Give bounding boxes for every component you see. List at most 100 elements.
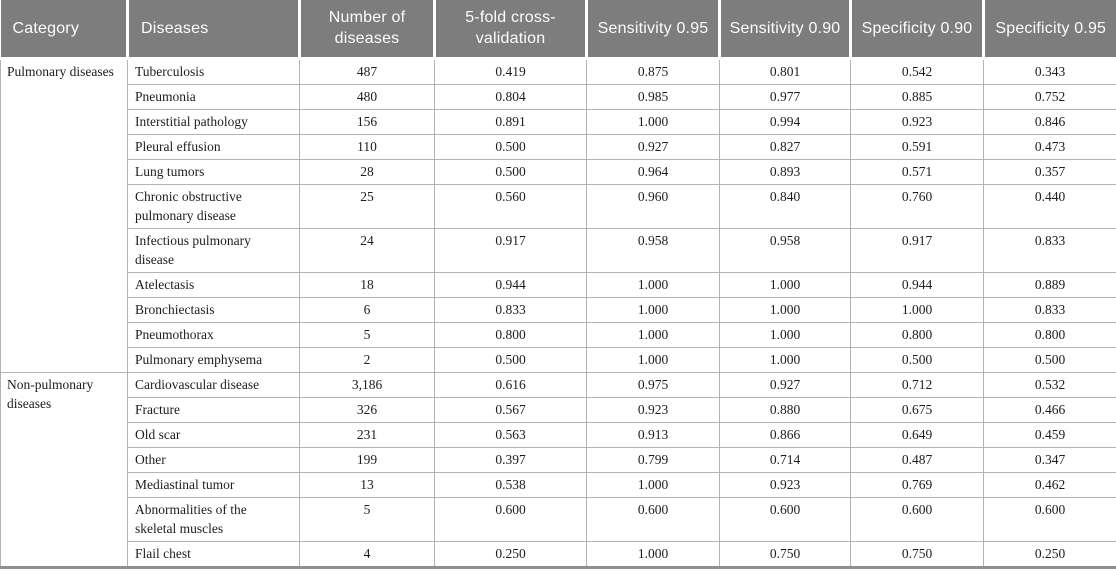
value-cell: 0.927 [586,133,720,160]
value-cell: 0.913 [586,421,720,448]
value-cell: 0.840 [719,183,851,229]
value-cell: 0.923 [719,471,851,498]
value-cell: 0.487 [850,446,984,473]
value-cell: 0.600 [850,496,984,542]
value-cell: 1.000 [586,471,720,498]
disease-cell: Abnormalities of the skeletal muscles [127,496,300,542]
value-cell: 0.827 [719,133,851,160]
disease-cell: Other [127,446,300,473]
value-cell: 0.250 [434,540,587,569]
value-cell: 1.000 [850,296,984,323]
value-cell: 6 [299,296,435,323]
value-cell: 0.975 [586,371,720,398]
value-cell: 0.893 [719,158,851,185]
value-cell: 18 [299,271,435,298]
value-cell: 0.591 [850,133,984,160]
value-cell: 0.769 [850,471,984,498]
disease-cell: Pneumothorax [127,321,300,348]
disease-cell: Interstitial pathology [127,108,300,135]
value-cell: 0.500 [983,346,1116,373]
value-cell: 0.750 [850,540,984,569]
value-cell: 0.889 [983,271,1116,298]
value-cell: 0.958 [586,227,720,273]
value-cell: 0.500 [434,346,587,373]
value-cell: 0.616 [434,371,587,398]
value-cell: 13 [299,471,435,498]
value-cell: 326 [299,396,435,423]
table-row: Pulmonary diseases Tuberculosis 487 0.419 0.… [0,58,1116,373]
value-cell: 1.000 [586,296,720,323]
value-cell: 1.000 [586,108,720,135]
value-cell: 0.567 [434,396,587,423]
disease-cell: Pneumonia [127,83,300,110]
value-cell: 0.944 [434,271,587,298]
table-row: Pulmonary emphysema 2 0.500 1.000 1.000 0.500… [1,346,1116,373]
value-cell: 0.600 [586,496,720,542]
value-cell: 0.994 [719,108,851,135]
value-cell: 0.960 [586,183,720,229]
table-body: Pulmonary diseases Tuberculosis 487 0.419 0.… [0,58,1116,569]
column-header-category: Category [0,0,128,60]
value-cell: 0.542 [850,58,984,85]
value-cell: 0.600 [983,496,1116,542]
value-cell: 0.343 [983,58,1116,85]
disease-cell: Atelectasis [127,271,300,298]
value-cell: 0.459 [983,421,1116,448]
value-cell: 0.846 [983,108,1116,135]
value-cell: 1.000 [586,271,720,298]
value-cell: 0.833 [983,296,1116,323]
disease-cell: Cardiovascular disease [127,371,300,398]
value-cell: 0.600 [434,496,587,542]
value-cell: 0.560 [434,183,587,229]
value-cell: 0.563 [434,421,587,448]
value-cell: 0.532 [983,371,1116,398]
value-cell: 0.833 [983,227,1116,273]
value-cell: 0.649 [850,421,984,448]
value-cell: 0.250 [983,540,1116,569]
table-row: Other 199 0.397 0.799 0.714 0.487 0.347 [1,446,1116,473]
value-cell: 0.964 [586,158,720,185]
value-cell: 231 [299,421,435,448]
table-row: Pneumothorax 5 0.800 1.000 1.000 0.800 0.800 [1,321,1116,348]
value-cell: 0.923 [586,396,720,423]
value-cell: 0.760 [850,183,984,229]
value-cell: 0.752 [983,83,1116,110]
disease-cell: Tuberculosis [127,58,300,85]
table-row: Old scar 231 0.563 0.913 0.866 0.649 0.459 [1,421,1116,448]
value-cell: 5 [299,496,435,542]
category-cell: Non-pulmonary diseases [0,371,128,569]
value-cell: 0.875 [586,58,720,85]
disease-cell: Lung tumors [127,158,300,185]
table-row: Atelectasis 18 0.944 1.000 1.000 0.944 0.889 [1,271,1116,298]
column-header-specificity-095: Specificity 0.95 [982,0,1116,60]
table-row: Interstitial pathology 156 0.891 1.000 0.994… [1,108,1116,135]
value-cell: 25 [299,183,435,229]
value-cell: 0.473 [983,133,1116,160]
disease-cell: Infectious pulmonary disease [127,227,300,273]
value-cell: 0.801 [719,58,851,85]
value-cell: 4 [299,540,435,569]
value-cell: 0.958 [719,227,851,273]
value-cell: 3,186 [299,371,435,398]
value-cell: 0.923 [850,108,984,135]
value-cell: 0.833 [434,296,587,323]
table-row: Chronic obstructive pulmonary disease 25 0… [1,183,1116,229]
value-cell: 0.357 [983,158,1116,185]
table-header: Category Diseases Number of diseases 5-f… [0,0,1116,60]
column-header-number-of-diseases: Number of diseases [298,0,435,60]
column-header-diseases: Diseases [126,0,300,60]
value-cell: 1.000 [719,346,851,373]
column-header-sensitivity-095: Sensitivity 0.95 [585,0,720,60]
value-cell: 199 [299,446,435,473]
table-row: Non-pulmonary diseases Cardiovascular dis… [0,371,1116,569]
value-cell: 0.419 [434,58,587,85]
table-row: Pneumonia 480 0.804 0.985 0.977 0.885 0.752 [1,83,1116,110]
value-cell: 0.675 [850,396,984,423]
value-cell: 0.440 [983,183,1116,229]
table-row: Infectious pulmonary disease 24 0.917 0.958… [1,227,1116,273]
category-cell: Pulmonary diseases [0,58,128,373]
value-cell: 0.600 [719,496,851,542]
value-cell: 0.917 [434,227,587,273]
value-cell: 0.571 [850,158,984,185]
value-cell: 5 [299,321,435,348]
